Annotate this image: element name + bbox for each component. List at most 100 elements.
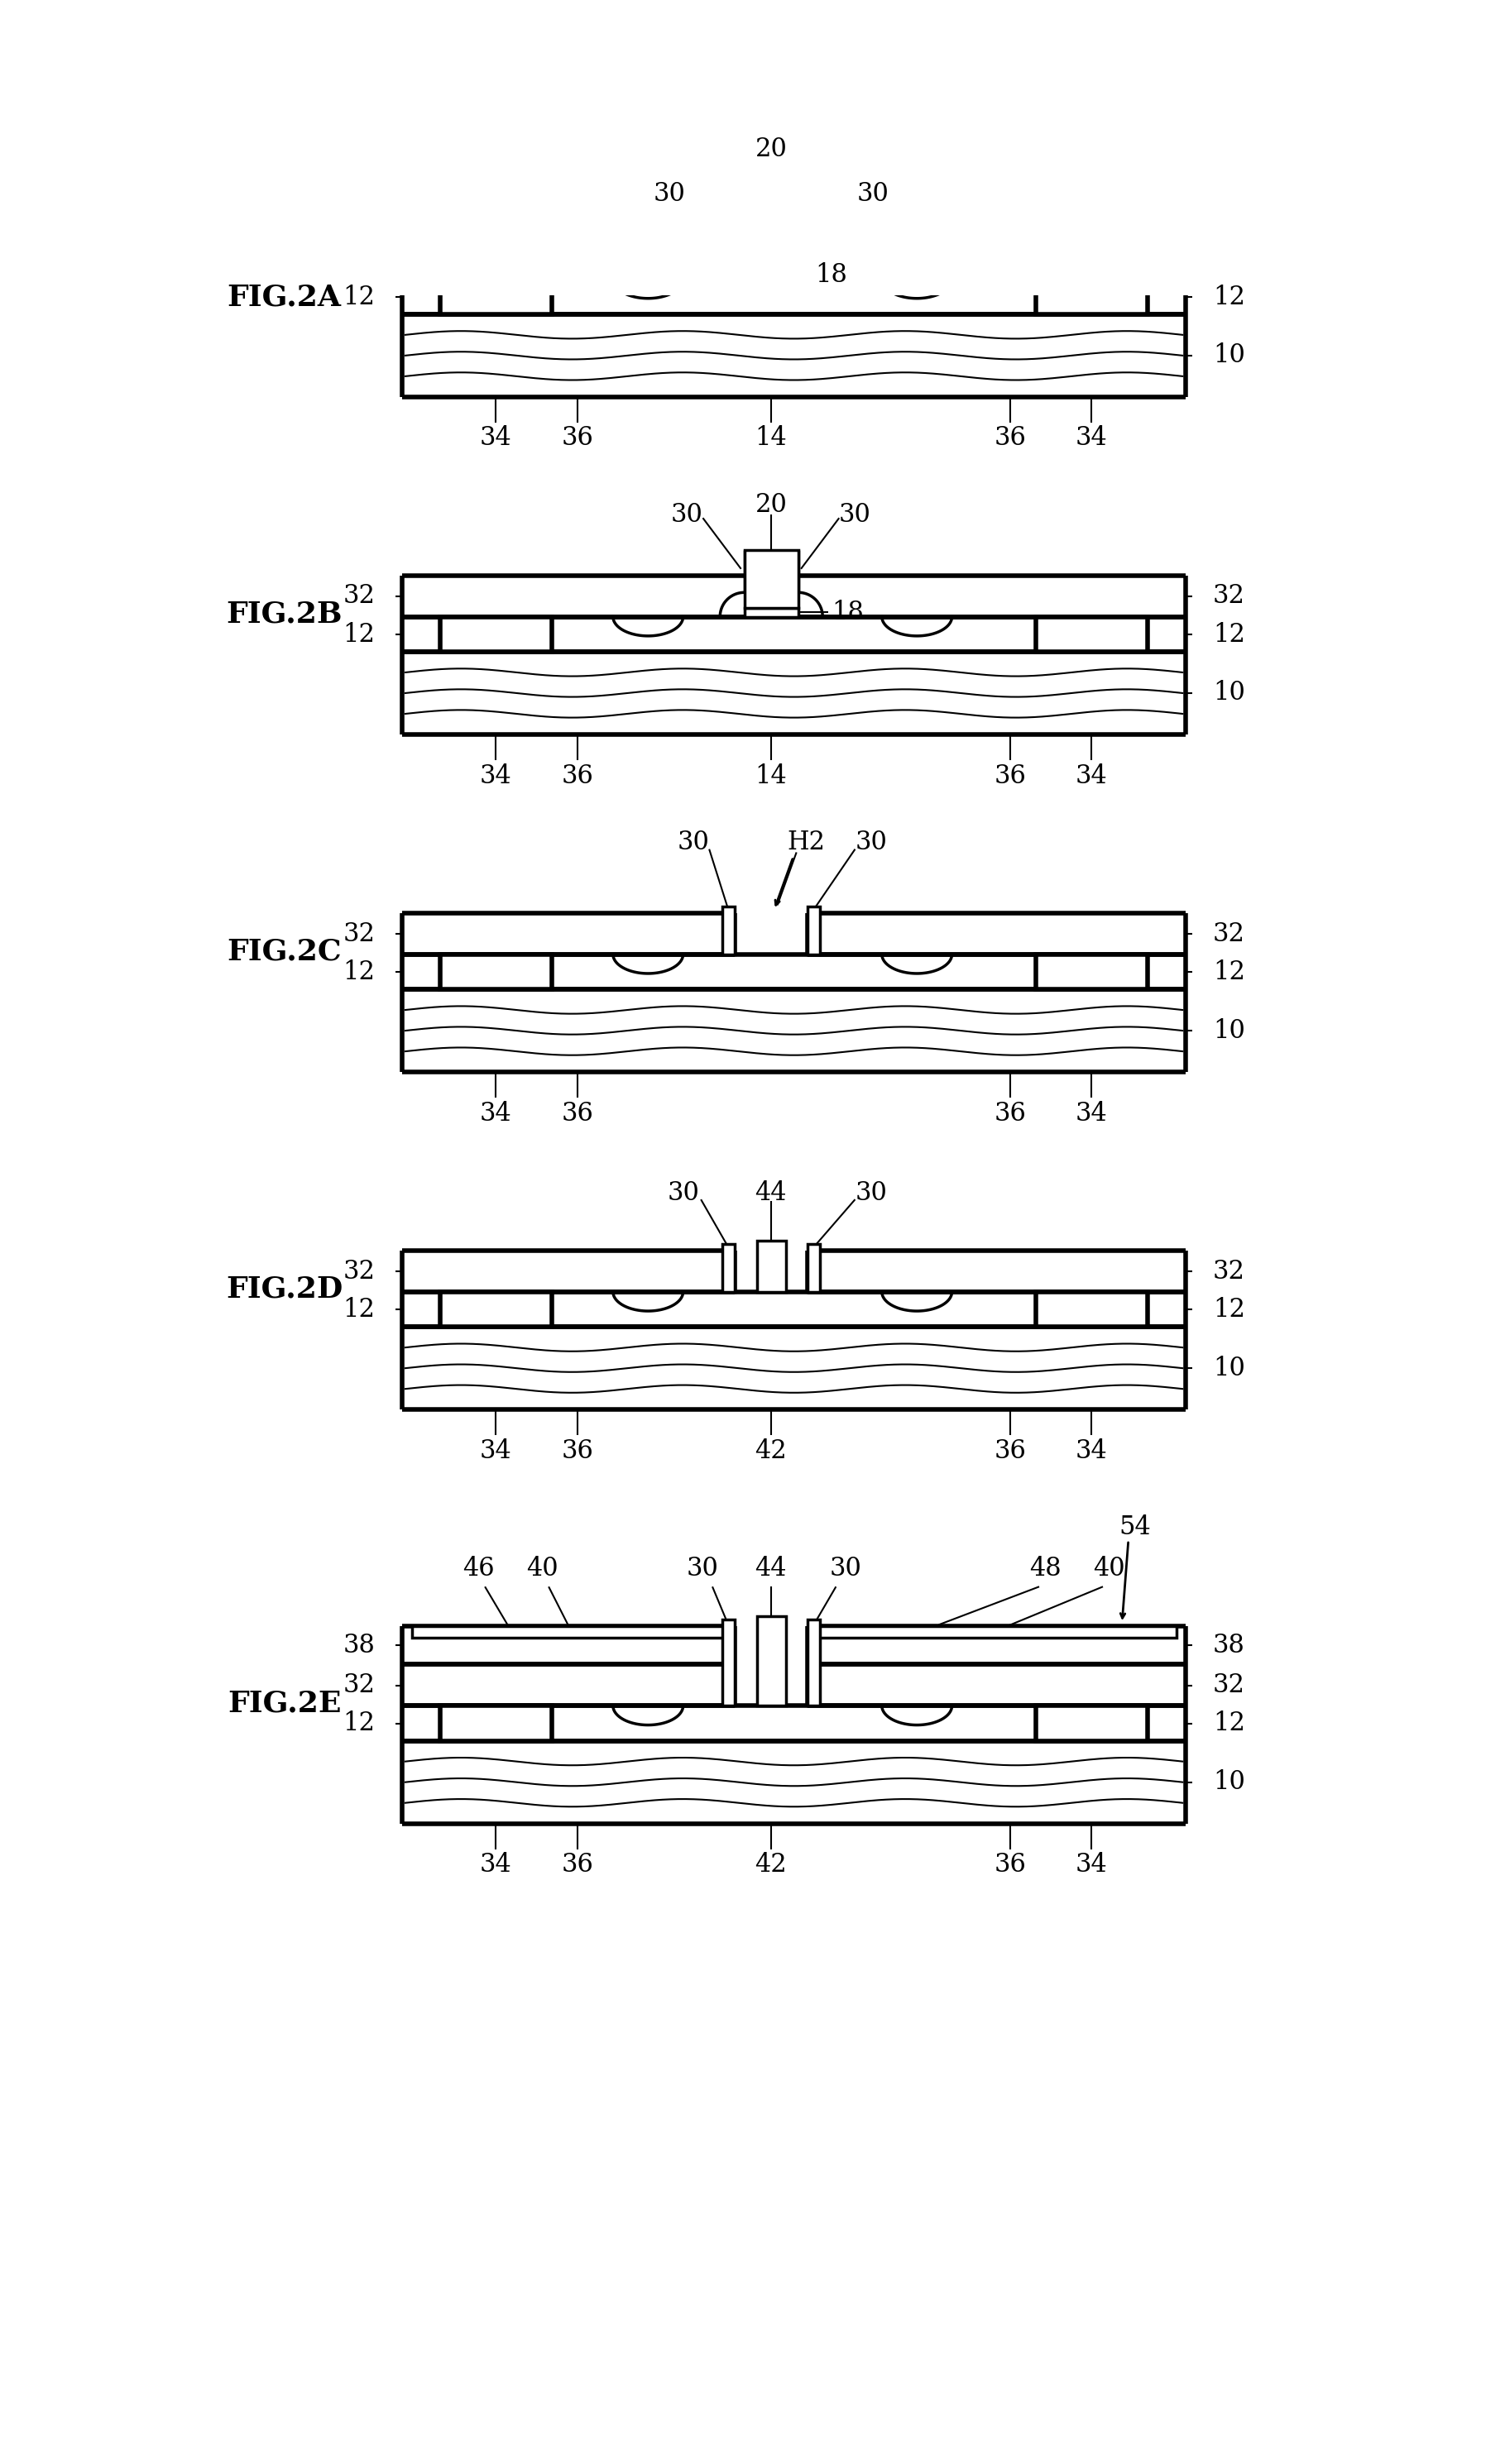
Bar <box>757 1242 786 1291</box>
Text: 30: 30 <box>856 180 889 207</box>
Text: 12: 12 <box>1213 1710 1245 1737</box>
Text: 34: 34 <box>1076 426 1108 451</box>
Bar <box>441 954 552 988</box>
Bar <box>1035 954 1147 988</box>
Text: 36: 36 <box>561 1101 593 1126</box>
Bar <box>441 1291 552 1326</box>
Text: 36: 36 <box>995 1101 1026 1126</box>
Text: 34: 34 <box>480 1101 512 1126</box>
Text: 38: 38 <box>1213 1634 1245 1658</box>
Text: 34: 34 <box>480 1439 512 1464</box>
Bar <box>807 907 820 954</box>
Bar <box>757 1616 786 1705</box>
Text: FIG.2E: FIG.2E <box>227 1690 342 1717</box>
Bar <box>441 616 552 650</box>
Text: 34: 34 <box>1076 1439 1108 1464</box>
Text: 12: 12 <box>1213 283 1245 310</box>
Text: FIG.2A: FIG.2A <box>227 283 342 310</box>
Text: 30: 30 <box>686 1555 719 1582</box>
Bar <box>745 609 798 616</box>
Text: 54: 54 <box>1118 1515 1151 1540</box>
Text: 30: 30 <box>838 503 871 527</box>
Text: 14: 14 <box>756 764 787 788</box>
Bar <box>441 1705 552 1740</box>
Bar <box>1035 616 1147 650</box>
Bar <box>1035 1291 1147 1326</box>
Bar <box>745 271 798 278</box>
Bar <box>807 1244 820 1291</box>
Bar <box>811 1626 1177 1639</box>
Text: 36: 36 <box>995 426 1026 451</box>
Text: 12: 12 <box>343 283 375 310</box>
Text: 30: 30 <box>829 1555 862 1582</box>
Bar <box>412 1626 731 1639</box>
Text: 30: 30 <box>668 1180 700 1205</box>
Text: 32: 32 <box>343 922 375 946</box>
Text: 10: 10 <box>1213 680 1245 705</box>
Text: H2: H2 <box>787 830 825 855</box>
Bar <box>1035 278 1147 313</box>
Text: 36: 36 <box>561 1853 593 1878</box>
Text: 34: 34 <box>480 426 512 451</box>
Text: 38: 38 <box>343 1634 375 1658</box>
Bar <box>1035 1705 1147 1740</box>
Text: 12: 12 <box>1213 958 1245 986</box>
Bar <box>722 907 734 954</box>
Text: 12: 12 <box>343 1296 375 1323</box>
Text: 42: 42 <box>756 1439 787 1464</box>
Text: 34: 34 <box>1076 1853 1108 1878</box>
Text: 32: 32 <box>343 1259 375 1284</box>
Text: FIG.2C: FIG.2C <box>227 939 342 966</box>
Text: FIG.2B: FIG.2B <box>226 601 343 628</box>
Bar <box>722 1244 734 1291</box>
Text: 10: 10 <box>1213 1769 1245 1794</box>
Text: 42: 42 <box>756 1853 787 1878</box>
Text: 34: 34 <box>480 764 512 788</box>
Text: 20: 20 <box>756 493 787 517</box>
Text: 14: 14 <box>756 426 787 451</box>
Bar <box>722 1619 734 1705</box>
Text: 32: 32 <box>343 1673 375 1698</box>
Text: 10: 10 <box>1213 1018 1245 1042</box>
Text: 18: 18 <box>816 261 847 288</box>
Text: 44: 44 <box>756 1555 787 1582</box>
Text: 48: 48 <box>1029 1555 1061 1582</box>
Text: 12: 12 <box>343 958 375 986</box>
Text: 30: 30 <box>653 180 685 207</box>
Text: 36: 36 <box>995 1439 1026 1464</box>
Text: 44: 44 <box>756 1180 787 1205</box>
Text: 12: 12 <box>343 1710 375 1737</box>
Bar <box>745 212 798 271</box>
Text: 34: 34 <box>1076 1101 1108 1126</box>
Text: 32: 32 <box>343 584 375 609</box>
Text: 30: 30 <box>671 503 703 527</box>
Bar <box>807 1619 820 1705</box>
Text: 12: 12 <box>343 621 375 648</box>
Text: 32: 32 <box>1213 1673 1245 1698</box>
Text: 36: 36 <box>995 1853 1026 1878</box>
Bar <box>745 549 798 609</box>
Text: 30: 30 <box>855 830 886 855</box>
Text: 32: 32 <box>1213 922 1245 946</box>
Text: 36: 36 <box>561 764 593 788</box>
Text: 36: 36 <box>561 1439 593 1464</box>
Text: 32: 32 <box>1213 1259 1245 1284</box>
Text: 40: 40 <box>1093 1555 1126 1582</box>
Text: 10: 10 <box>1213 1355 1245 1380</box>
Text: 34: 34 <box>480 1853 512 1878</box>
Text: 36: 36 <box>995 764 1026 788</box>
Text: 32: 32 <box>1213 584 1245 609</box>
Text: 36: 36 <box>561 426 593 451</box>
Text: 40: 40 <box>527 1555 558 1582</box>
Text: 10: 10 <box>1213 342 1245 367</box>
Text: 18: 18 <box>831 599 864 626</box>
Text: 46: 46 <box>462 1555 495 1582</box>
Text: 34: 34 <box>1076 764 1108 788</box>
Text: FIG.2D: FIG.2D <box>226 1276 343 1303</box>
Text: 20: 20 <box>756 136 787 163</box>
Bar <box>441 278 552 313</box>
Text: 12: 12 <box>1213 621 1245 648</box>
Text: 12: 12 <box>1213 1296 1245 1323</box>
Text: 30: 30 <box>855 1180 886 1205</box>
Text: 30: 30 <box>677 830 709 855</box>
